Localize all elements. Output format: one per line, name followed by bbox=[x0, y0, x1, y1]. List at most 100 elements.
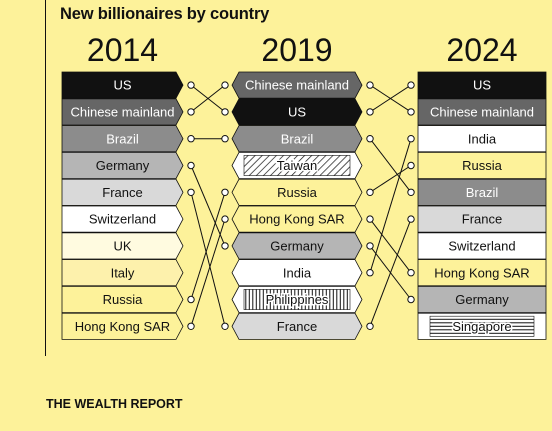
link-2 bbox=[187, 135, 229, 143]
row-label: Taiwan bbox=[277, 158, 317, 173]
link-line bbox=[190, 192, 226, 327]
row-2019-brazil: Brazil bbox=[231, 125, 363, 153]
link-dot-start bbox=[187, 135, 195, 143]
row-2024-us: US bbox=[417, 71, 547, 99]
link-dot-end bbox=[221, 135, 229, 143]
row-box bbox=[61, 259, 184, 287]
link-dot-start bbox=[187, 161, 195, 170]
link-dot-end bbox=[407, 295, 415, 304]
link-9 bbox=[366, 135, 415, 197]
row-box bbox=[417, 98, 547, 126]
link-dot-end bbox=[221, 188, 229, 197]
rows-layer: US Chinese mainland Brazil Germany France Swi… bbox=[61, 71, 547, 340]
row-label: France bbox=[277, 319, 317, 334]
row-label: Russia bbox=[462, 158, 503, 173]
link-10 bbox=[366, 161, 415, 197]
link-dot-end bbox=[407, 161, 415, 170]
row-label: Philippines bbox=[266, 292, 329, 307]
link-dot-start bbox=[187, 295, 195, 304]
years-layer: 2014 2019 2024 bbox=[87, 32, 518, 68]
year-label-2024: 2024 bbox=[446, 32, 517, 68]
row-label: Hong Kong SAR bbox=[75, 319, 170, 334]
row-box bbox=[61, 285, 184, 314]
row-box bbox=[231, 71, 363, 99]
link-line bbox=[190, 192, 226, 300]
link-dot-start bbox=[187, 108, 195, 116]
row-2024-brazil: Brazil bbox=[417, 178, 547, 206]
row-label: Switzerland bbox=[448, 239, 515, 254]
row-label: UK bbox=[113, 239, 131, 254]
row-pattern-horizontal bbox=[429, 315, 535, 337]
link-line bbox=[369, 218, 412, 274]
row-box bbox=[417, 205, 547, 233]
links-layer bbox=[187, 81, 415, 330]
row-label: Brazil bbox=[281, 131, 314, 146]
row-2024-hong-kong-sar: Hong Kong SAR bbox=[417, 259, 547, 287]
row-box bbox=[61, 232, 184, 260]
row-label: Germany bbox=[455, 292, 509, 307]
row-2014-italy: Italy bbox=[61, 259, 184, 287]
row-2019-philippines: Philippines bbox=[231, 285, 363, 314]
row-box bbox=[231, 232, 363, 260]
link-dot-end bbox=[407, 215, 415, 223]
link-dot-end bbox=[407, 108, 415, 116]
row-label: Germany bbox=[96, 158, 150, 173]
link-dot-start bbox=[187, 81, 195, 89]
link-6 bbox=[187, 215, 229, 330]
link-line bbox=[190, 84, 226, 113]
link-dot-start bbox=[366, 135, 374, 143]
row-2019-us: US bbox=[231, 98, 363, 126]
row-2024-russia: Russia bbox=[417, 151, 547, 180]
year-label-2014: 2014 bbox=[87, 32, 158, 68]
row-box bbox=[417, 232, 547, 260]
row-label: Italy bbox=[111, 265, 135, 280]
row-label: France bbox=[462, 212, 502, 227]
row-label: Hong Kong SAR bbox=[249, 212, 344, 227]
row-2014-us: US bbox=[61, 71, 184, 99]
link-dot-end bbox=[221, 81, 229, 89]
row-label: Chinese mainland bbox=[245, 78, 349, 93]
row-label: India bbox=[283, 265, 312, 280]
row-2019-russia: Russia bbox=[231, 178, 363, 206]
link-dot-start bbox=[366, 188, 374, 197]
row-box bbox=[231, 312, 363, 340]
year-label-2019: 2019 bbox=[261, 32, 332, 68]
row-box bbox=[61, 312, 184, 340]
link-14 bbox=[366, 215, 415, 330]
row-2014-switzerland: Switzerland bbox=[61, 205, 184, 233]
link-8 bbox=[366, 81, 415, 116]
link-line bbox=[369, 138, 412, 273]
row-label: India bbox=[468, 131, 497, 146]
link-dot-start bbox=[366, 81, 374, 89]
link-11 bbox=[366, 215, 415, 277]
link-line bbox=[190, 165, 226, 247]
row-label: Chinese mainland bbox=[430, 105, 534, 120]
link-dot-start bbox=[366, 269, 374, 277]
row-box bbox=[231, 205, 363, 233]
link-5 bbox=[187, 188, 229, 304]
link-dot-start bbox=[187, 322, 195, 330]
row-box bbox=[61, 205, 184, 233]
row-2024-chinese-mainland: Chinese mainland bbox=[417, 98, 547, 126]
row-2014-chinese-mainland: Chinese mainland bbox=[61, 98, 184, 126]
row-box bbox=[417, 125, 547, 153]
row-label: Brazil bbox=[106, 131, 139, 146]
row-box bbox=[417, 178, 547, 206]
row-2024-france: France bbox=[417, 205, 547, 233]
row-label: France bbox=[102, 185, 142, 200]
row-box bbox=[61, 71, 184, 99]
row-label: Singapore bbox=[452, 319, 511, 334]
link-dot-start bbox=[366, 242, 374, 250]
row-label: Switzerland bbox=[89, 212, 156, 227]
row-2024-india: India bbox=[417, 125, 547, 153]
row-2019-hong-kong-sar: Hong Kong SAR bbox=[231, 205, 363, 233]
row-2019-germany: Germany bbox=[231, 232, 363, 260]
link-line bbox=[190, 218, 226, 327]
link-line bbox=[369, 84, 412, 113]
row-box bbox=[231, 178, 363, 206]
row-label: Chinese mainland bbox=[70, 105, 174, 120]
row-2019-india: India bbox=[231, 259, 363, 287]
row-box bbox=[61, 98, 184, 126]
row-2014-germany: Germany bbox=[61, 151, 184, 180]
link-line bbox=[369, 138, 412, 193]
